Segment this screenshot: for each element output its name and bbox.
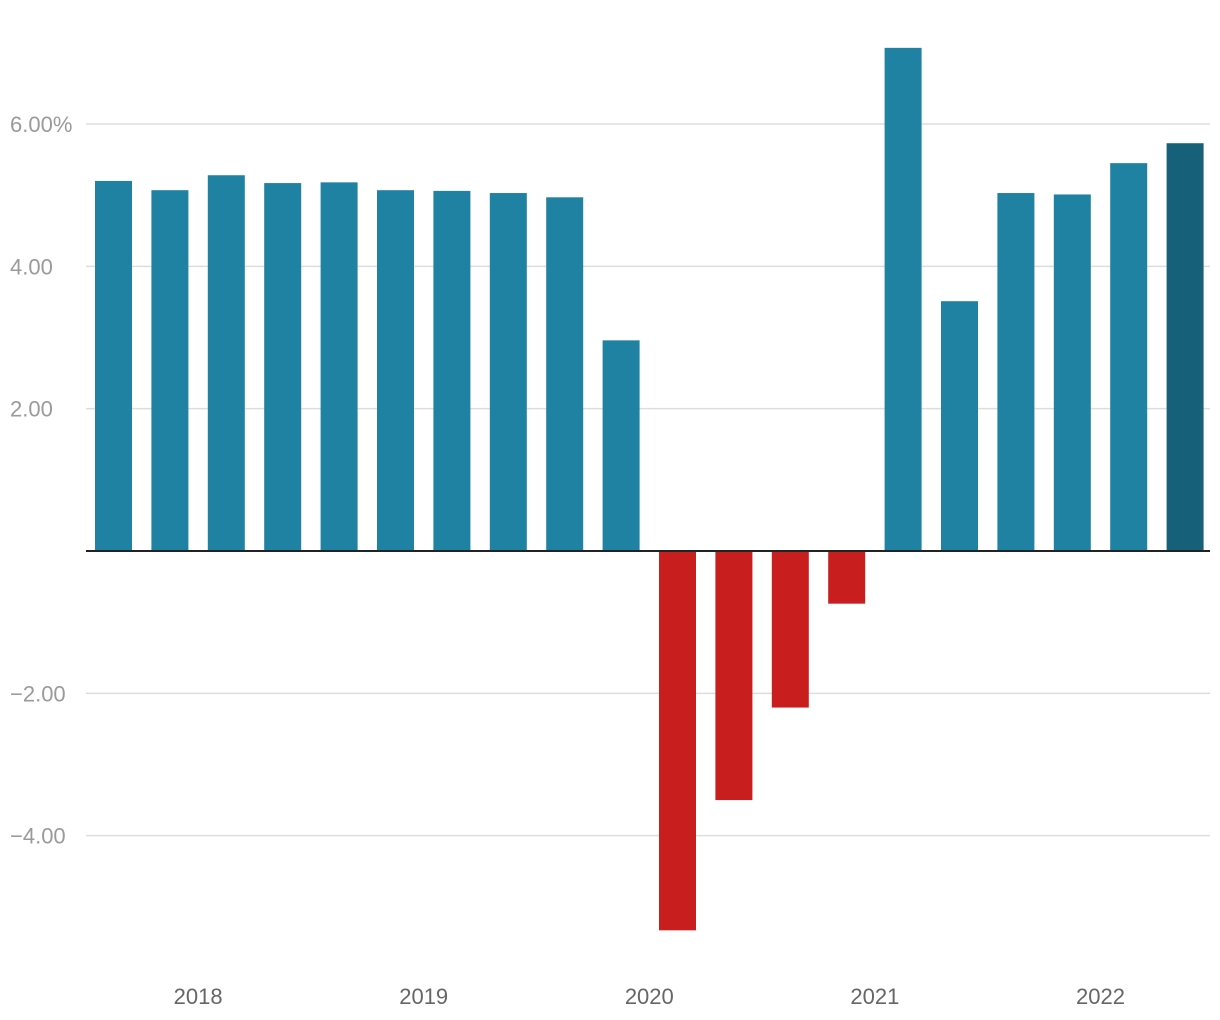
bar: [151, 190, 189, 551]
bar: [1053, 194, 1091, 551]
bar: [320, 182, 358, 551]
x-tick-label: 2018: [174, 984, 223, 1009]
bar: [941, 301, 978, 551]
y-axis-tick-labels: 6.00% 4.00 2.00 −2.00 −4.00: [10, 112, 72, 849]
bar: [489, 193, 527, 551]
grid-lines: [86, 123, 1210, 837]
bar: [95, 180, 132, 551]
bar: [884, 47, 922, 552]
bar: [659, 551, 696, 931]
bar: [602, 340, 640, 551]
bar: [1110, 163, 1148, 551]
bars: [95, 47, 1204, 931]
bar: [828, 551, 866, 604]
x-tick-label: 2022: [1076, 984, 1125, 1009]
bar: [264, 183, 302, 551]
x-axis-tick-labels: 2018 2019 2020 2021 2022: [174, 984, 1125, 1009]
bar: [377, 190, 414, 551]
bar: [433, 190, 471, 551]
y-tick-label: 6.00%: [10, 112, 72, 137]
bar: [771, 551, 809, 708]
bar: [715, 551, 753, 801]
x-tick-label: 2020: [625, 984, 674, 1009]
y-tick-label: 2.00: [10, 397, 53, 422]
x-tick-label: 2019: [399, 984, 448, 1009]
bar: [207, 175, 245, 552]
bar: [546, 197, 584, 551]
y-tick-label: −2.00: [10, 681, 66, 706]
bar: [997, 193, 1035, 551]
bar: [1166, 143, 1204, 551]
y-tick-label: −4.00: [10, 824, 66, 849]
x-tick-label: 2021: [850, 984, 899, 1009]
y-tick-label: 4.00: [10, 254, 53, 279]
